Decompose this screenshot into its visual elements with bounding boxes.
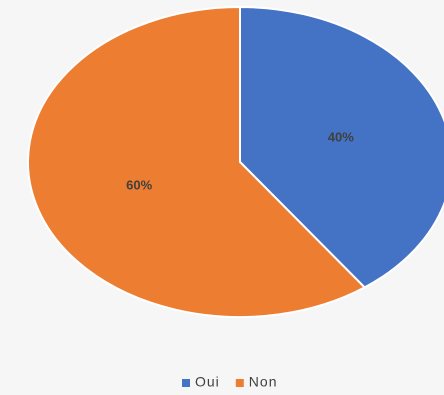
- data-label: 40%: [328, 129, 354, 144]
- legend-swatch: [235, 379, 244, 387]
- legend-swatch: [182, 379, 190, 387]
- legend-label: Non: [249, 374, 278, 390]
- pie-slice: [27, 5, 367, 318]
- pie-slice: [239, 5, 444, 289]
- legend-label: Oui: [195, 374, 220, 390]
- data-label: 60%: [126, 177, 152, 192]
